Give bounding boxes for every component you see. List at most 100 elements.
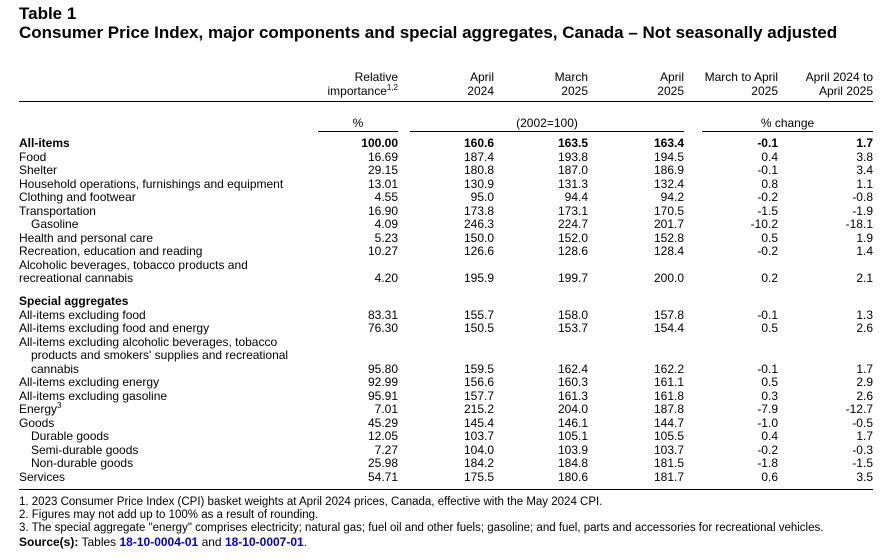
row-value: 2.1 [856, 271, 873, 285]
row-label: Non-durable goods [31, 456, 134, 470]
row-value: -1.8 [757, 456, 778, 470]
table-row: Gasoline 4.09 246.3 224.7 201.7 -10.2 -18.1 [0, 217, 891, 232]
row-value: 153.7 [557, 321, 588, 335]
row-value: 0.5 [761, 375, 778, 389]
row-value: 0.4 [761, 429, 778, 443]
col-header-april-2025: April 2025 [657, 70, 684, 98]
row-value: 2.9 [856, 375, 873, 389]
row-value: 130.9 [463, 176, 494, 191]
row-value: 104.0 [463, 442, 494, 457]
table-row: Shelter 29.15 180.8 187.0 186.9 -0.1 3.4 [0, 163, 891, 178]
row-label: Shelter [19, 163, 58, 177]
table-row: Recreation, education and reading 10.27 12… [0, 244, 891, 259]
row-value: 150.0 [463, 230, 494, 245]
unit-change: % change [760, 116, 815, 130]
row-value: 170.5 [653, 203, 684, 218]
row-value: 132.4 [653, 176, 684, 191]
row-label: All-items excluding alcoholic beverages,… [19, 334, 278, 349]
row-value: 160.6 [463, 136, 494, 150]
row-value: 159.5 [463, 361, 494, 376]
row-value: 128.6 [557, 244, 588, 258]
row-value: 204.0 [557, 402, 588, 416]
row-value: 1.9 [856, 230, 873, 245]
row-value: 1.7 [856, 136, 873, 150]
row-value: 187.4 [463, 149, 494, 164]
row-value: 180.6 [557, 469, 588, 484]
unit-rule-index [410, 131, 684, 132]
row-value: 173.8 [463, 203, 494, 218]
col-header-relative-importance: Relative importance1,2 [327, 70, 399, 98]
row-value: 154.4 [653, 321, 684, 335]
row-value: 5.23 [374, 230, 398, 245]
row-value: 10.27 [367, 244, 398, 258]
unit-index: (2002=100) [516, 116, 578, 130]
row-value: 4.20 [374, 271, 398, 285]
bottom-rule [19, 489, 873, 490]
row-value: 0.5 [761, 230, 778, 245]
row-value: 0.4 [761, 149, 778, 164]
row-value: -0.3 [852, 442, 873, 457]
row-value: 155.7 [463, 307, 494, 322]
row-value: -1.5 [757, 203, 778, 218]
row-value: 92.99 [367, 375, 398, 389]
row-value: 4.55 [374, 190, 398, 204]
row-value: 54.71 [367, 469, 398, 484]
row-value: -7.9 [757, 402, 778, 416]
source-link-2[interactable]: 18-10-0007-01 [224, 535, 304, 549]
row-value: 95.80 [367, 361, 398, 376]
row-label: Food [19, 149, 47, 164]
row-value: 199.7 [557, 271, 588, 285]
row-value: 156.6 [463, 375, 494, 389]
table-label: Table 1 [19, 4, 77, 23]
col-header-year-over-year: April 2024 to April 2025 [805, 70, 873, 98]
row-label: Recreation, education and reading [19, 244, 203, 258]
source-conj: and [201, 535, 222, 549]
row-label: All-items excluding energy [19, 375, 160, 389]
row-value: 175.5 [463, 469, 494, 484]
row-value: 184.8 [557, 456, 588, 470]
row-value: 3.8 [856, 149, 873, 164]
table-row: All-items excluding food 83.31 155.7 158.0 1… [0, 307, 891, 323]
table-row: All-items excluding alcoholic beverages,… [0, 334, 891, 377]
row-value: 105.5 [653, 429, 684, 443]
row-value: 103.9 [557, 442, 588, 457]
row-value: -12.7 [845, 402, 873, 416]
source-text: Tables [81, 535, 117, 549]
source-label: Source(s): [19, 535, 79, 549]
row-value: -0.2 [757, 190, 778, 204]
row-value: 126.6 [463, 244, 494, 258]
table-row: Energy3 7.01 215.2 204.0 187.8 -7.9 -12.7 [0, 402, 891, 417]
table-row: Durable goods 12.05 103.7 105.1 105.5 0.4 1.7 [0, 429, 891, 444]
row-value: 7.01 [374, 402, 398, 416]
row-value: 161.3 [557, 388, 588, 403]
row-value: 95.91 [367, 388, 398, 403]
row-value: 4.09 [374, 217, 398, 231]
table-row: Semi-durable goods 7.27 104.0 103.9 103.7 -0.… [0, 442, 891, 458]
row-value: 3.5 [856, 469, 873, 484]
row-value: 145.4 [463, 415, 494, 430]
row-value: 152.8 [653, 230, 684, 245]
row-value: 144.7 [653, 415, 684, 430]
table-row: Alcoholic beverages, tobacco products an… [0, 258, 891, 286]
row-value: 201.7 [653, 217, 684, 231]
row-value: 194.5 [653, 149, 684, 164]
table-title: Consumer Price Index, major components a… [19, 23, 838, 42]
source-end: . [303, 535, 308, 549]
table-row: Goods 45.29 145.4 146.1 144.7 -1.0 -0.5 [0, 415, 891, 431]
row-value: 224.7 [557, 217, 588, 231]
row-label: Health and personal care [19, 230, 154, 245]
row-value: 25.98 [367, 456, 398, 470]
row-value: 215.2 [463, 402, 494, 416]
row-label: All-items excluding gasoline [19, 388, 168, 403]
source-link-1[interactable]: 18-10-0004-01 [119, 535, 199, 549]
row-value: -10.2 [750, 217, 778, 231]
row-value: 2.6 [856, 388, 873, 403]
row-value: 0.6 [761, 469, 778, 484]
row-label: products and smokers' supplies and recre… [31, 348, 289, 362]
row-value: 152.0 [557, 230, 588, 245]
row-value: 76.30 [367, 321, 398, 335]
row-value: 105.1 [557, 429, 588, 443]
row-value: 1.7 [856, 361, 873, 376]
row-value: 181.5 [653, 456, 684, 470]
